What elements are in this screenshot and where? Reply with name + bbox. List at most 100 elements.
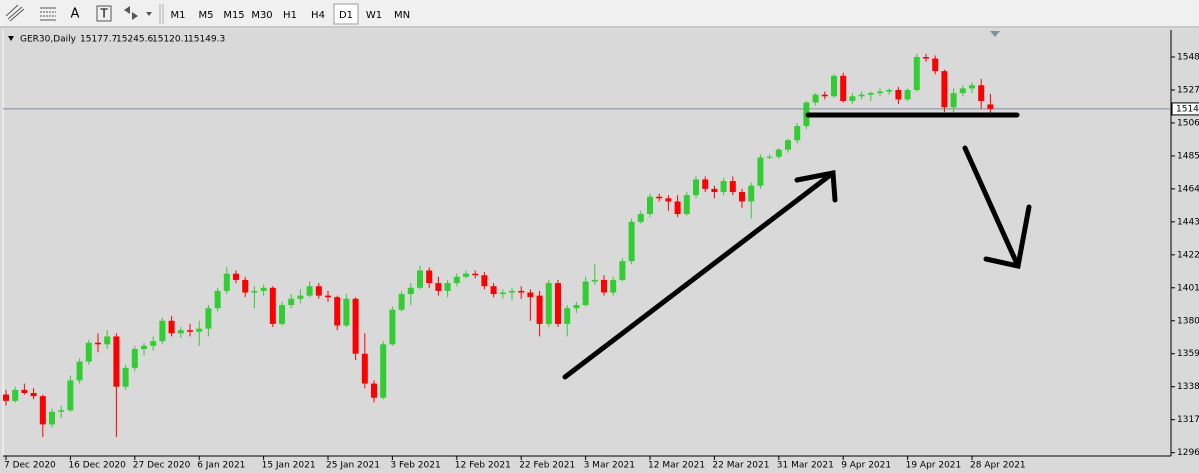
x-tick-label: 3 Feb 2021 bbox=[390, 461, 440, 471]
candle-body bbox=[720, 181, 727, 193]
candle-body bbox=[775, 149, 782, 157]
fibo-tool-icon[interactable] bbox=[40, 7, 56, 21]
candle-body bbox=[941, 71, 948, 108]
y-tick-label: 14640 bbox=[1177, 184, 1199, 194]
y-tick-label: 12960 bbox=[1177, 448, 1199, 458]
candle-body bbox=[748, 185, 755, 202]
candle-body bbox=[49, 411, 55, 425]
candle-body bbox=[969, 85, 975, 89]
candle-body bbox=[269, 287, 276, 324]
y-tick-label: 13380 bbox=[1177, 382, 1199, 392]
x-tick-label: 22 Feb 2021 bbox=[519, 461, 575, 471]
channel-tool-icon[interactable] bbox=[5, 4, 25, 22]
x-tick-label: 16 Dec 2020 bbox=[68, 461, 126, 471]
chart-shift-marker bbox=[990, 31, 1000, 37]
candle-body bbox=[978, 85, 985, 101]
candle-body bbox=[518, 290, 525, 293]
candle-body bbox=[766, 156, 773, 158]
timeframe-button[interactable]: D1 bbox=[339, 10, 353, 21]
x-tick-label: 25 Jan 2021 bbox=[326, 461, 380, 471]
candle-body bbox=[260, 287, 267, 291]
up-arrow-head bbox=[794, 170, 838, 203]
candle-body bbox=[711, 188, 718, 193]
timeframe-button[interactable]: W1 bbox=[366, 10, 382, 21]
candle-body bbox=[840, 75, 847, 101]
candle-body bbox=[205, 308, 212, 329]
candle-body bbox=[187, 330, 193, 332]
candle-body bbox=[288, 298, 295, 306]
timeframe-active-bg bbox=[333, 3, 359, 25]
candle-body bbox=[196, 328, 203, 332]
x-tick-label: 22 Mar 2021 bbox=[712, 461, 769, 471]
label-tool[interactable]: T bbox=[99, 7, 108, 21]
candle-body bbox=[315, 286, 322, 296]
candle-body bbox=[877, 91, 883, 94]
candle-body bbox=[104, 336, 111, 345]
candle-body bbox=[67, 380, 74, 411]
text-tool[interactable]: A bbox=[71, 7, 80, 22]
candle-body bbox=[58, 410, 65, 412]
candle-body bbox=[39, 396, 46, 425]
x-tick-label: 19 Apr 2021 bbox=[906, 461, 962, 471]
candle-body bbox=[637, 214, 644, 222]
candle-body bbox=[398, 294, 405, 310]
drawings bbox=[562, 112, 1032, 380]
candle-body bbox=[12, 389, 19, 401]
candle-body bbox=[177, 330, 184, 334]
x-tick-label: 15 Jan 2021 bbox=[262, 461, 316, 471]
timeframe-button[interactable]: M5 bbox=[199, 10, 214, 21]
candle-body bbox=[647, 196, 653, 215]
candle-body bbox=[601, 279, 607, 293]
candle-body bbox=[591, 279, 598, 282]
ohlc-value: 15245.6 bbox=[116, 35, 153, 45]
timeframe-button[interactable]: H4 bbox=[311, 10, 325, 21]
header-menu-icon bbox=[8, 36, 14, 41]
candle-body bbox=[932, 58, 939, 72]
down-arrow-head bbox=[983, 204, 1032, 269]
arrows-tool-icon[interactable] bbox=[124, 6, 152, 20]
candle-body bbox=[389, 309, 396, 345]
candle-body bbox=[582, 281, 589, 306]
candle-body bbox=[923, 57, 929, 59]
candle-body bbox=[610, 279, 617, 293]
y-tick-label: 14850 bbox=[1177, 151, 1199, 161]
candle-body bbox=[113, 336, 120, 387]
timeframe-button[interactable]: M1 bbox=[171, 10, 186, 21]
candle-body bbox=[913, 57, 920, 90]
candle-body bbox=[545, 283, 552, 324]
timeframe-button[interactable]: M30 bbox=[251, 10, 272, 21]
timeframe-button[interactable]: M15 bbox=[223, 10, 244, 21]
candle-body bbox=[21, 389, 28, 393]
toolbar-bg bbox=[0, 0, 1199, 27]
candle-body bbox=[481, 275, 488, 287]
timeframe-button[interactable]: MN bbox=[394, 10, 410, 21]
candle-body bbox=[739, 192, 745, 202]
candle-body bbox=[656, 196, 663, 199]
candle-body bbox=[490, 286, 497, 295]
candle-body bbox=[849, 96, 856, 101]
candle-body bbox=[555, 283, 561, 324]
candle-body bbox=[785, 140, 791, 150]
candle-body bbox=[343, 298, 350, 326]
timeframe-button[interactable]: H1 bbox=[283, 10, 297, 21]
candle-body bbox=[987, 104, 994, 109]
candle-body bbox=[214, 290, 221, 309]
timeframe-group: M1 M5 M15 M30 H1 H4 D1 W1 MN bbox=[171, 3, 410, 25]
candle-body bbox=[821, 94, 828, 97]
candle-body bbox=[417, 270, 423, 288]
candle-body bbox=[702, 179, 709, 189]
x-tick-label: 12 Mar 2021 bbox=[648, 461, 705, 471]
x-tick-label: 6 Jan 2021 bbox=[197, 461, 245, 471]
candle-body bbox=[306, 286, 313, 296]
y-tick-label: 15060 bbox=[1177, 118, 1199, 128]
candle-body bbox=[794, 126, 801, 141]
candle-body bbox=[729, 181, 736, 193]
candle-body bbox=[325, 295, 331, 298]
candle-body bbox=[444, 283, 451, 291]
candle-body bbox=[334, 297, 341, 326]
y-tick-label: 14430 bbox=[1177, 217, 1199, 227]
y-tick-label: 15480 bbox=[1177, 53, 1199, 63]
candle-body bbox=[564, 308, 571, 324]
ohlc-value: 15120.1 bbox=[152, 35, 189, 45]
candle-body bbox=[527, 292, 534, 298]
